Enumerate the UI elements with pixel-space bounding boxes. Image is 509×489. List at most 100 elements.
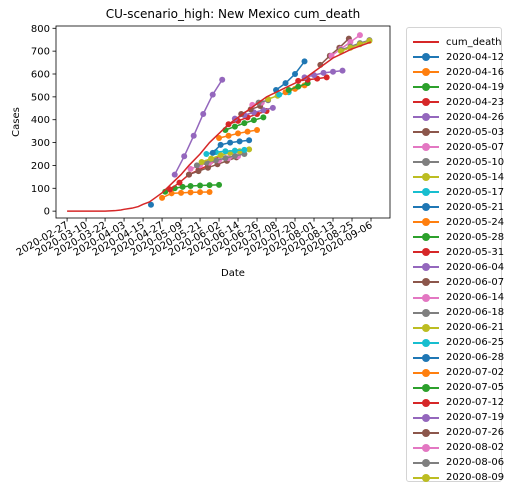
forecast-series-2020-05-28 xyxy=(222,114,267,133)
series-layer xyxy=(67,32,373,212)
legend-label: 2020-06-18 xyxy=(446,307,505,319)
y-tick-label: 200 xyxy=(31,161,50,172)
legend-swatch xyxy=(413,51,439,63)
data-point xyxy=(246,146,253,153)
series-line xyxy=(340,40,370,52)
forecast-series-2020-05-24 xyxy=(216,127,261,141)
legend-item: 2020-07-05 xyxy=(413,380,504,396)
legend-swatch xyxy=(413,111,439,123)
data-point xyxy=(285,87,292,93)
legend-item: 2020-08-02 xyxy=(413,440,504,456)
data-point xyxy=(222,148,229,155)
y-tick-label: 100 xyxy=(31,184,50,195)
legend-swatch xyxy=(413,246,439,258)
data-point xyxy=(166,186,173,193)
data-point xyxy=(187,189,194,196)
data-point xyxy=(292,71,299,77)
series-line xyxy=(298,76,327,82)
legend-item: cum_death xyxy=(413,34,501,50)
data-point xyxy=(241,151,248,157)
data-point xyxy=(219,76,226,83)
data-point xyxy=(178,189,185,196)
data-point xyxy=(260,114,267,121)
legend-swatch xyxy=(413,412,439,424)
legend-label: 2020-06-04 xyxy=(446,261,505,273)
legend-swatch xyxy=(413,397,439,409)
data-point xyxy=(197,189,204,196)
legend-swatch xyxy=(413,367,439,379)
legend-label: 2020-07-05 xyxy=(446,382,505,394)
legend-label: 2020-05-24 xyxy=(446,216,505,228)
data-point xyxy=(231,152,238,159)
series-line xyxy=(319,38,350,66)
legend-item: 2020-06-21 xyxy=(413,320,504,336)
legend-swatch xyxy=(413,352,439,364)
legend-swatch xyxy=(413,156,439,168)
legend-swatch xyxy=(413,442,439,454)
x-axis-label: Date xyxy=(221,268,245,279)
y-tick-label: 0 xyxy=(44,207,50,218)
data-point xyxy=(222,155,229,162)
data-point xyxy=(209,91,216,98)
legend-label: 2020-05-07 xyxy=(446,141,505,153)
forecast-series-2020-04-26 xyxy=(171,76,226,178)
forecast-series-2020-04-19 xyxy=(162,181,223,195)
legend-item: 2020-04-19 xyxy=(413,79,504,95)
legend-label: 2020-06-28 xyxy=(446,352,505,364)
data-point xyxy=(206,182,213,189)
legend-item: 2020-08-09 xyxy=(413,470,504,486)
legend-label: 2020-08-02 xyxy=(446,442,505,454)
legend-label: 2020-04-19 xyxy=(446,81,505,93)
legend-item: 2020-05-21 xyxy=(413,199,504,215)
y-tick-label: 300 xyxy=(31,138,50,149)
legend-swatch xyxy=(413,427,439,439)
data-point xyxy=(236,138,243,145)
legend-item: 2020-05-10 xyxy=(413,154,504,170)
data-point xyxy=(246,137,253,144)
data-point xyxy=(339,67,346,74)
legend-item: 2020-07-12 xyxy=(413,395,504,411)
data-point xyxy=(301,58,308,65)
data-point xyxy=(200,111,207,117)
data-point xyxy=(203,151,210,157)
legend-item: 2020-04-12 xyxy=(413,49,504,65)
legend: cum_death 2020-04-12 2020-04-16 2020-04-19 2… xyxy=(406,27,505,483)
legend-swatch xyxy=(413,292,439,304)
legend-swatch xyxy=(413,201,439,213)
data-point xyxy=(206,188,213,195)
data-point xyxy=(260,107,267,114)
data-point xyxy=(159,194,166,201)
legend-label: 2020-07-26 xyxy=(446,427,505,439)
legend-item: 2020-06-18 xyxy=(413,305,504,321)
legend-swatch xyxy=(413,276,439,288)
data-point xyxy=(187,183,194,189)
legend-label: 2020-06-21 xyxy=(446,322,505,334)
data-point xyxy=(216,181,223,188)
data-point xyxy=(217,152,224,159)
data-point xyxy=(197,182,204,189)
legend-swatch xyxy=(413,261,439,273)
data-point xyxy=(147,201,154,208)
data-point xyxy=(204,164,211,171)
legend-item: 2020-05-14 xyxy=(413,169,504,185)
legend-label: 2020-04-23 xyxy=(446,96,505,108)
data-point xyxy=(195,168,202,175)
data-point xyxy=(330,68,337,75)
legend-swatch xyxy=(413,171,439,183)
legend-swatch xyxy=(413,337,439,349)
legend-label: 2020-06-25 xyxy=(446,337,505,349)
legend-item: 2020-06-25 xyxy=(413,335,504,351)
legend-label: 2020-04-16 xyxy=(446,66,505,78)
legend-item: 2020-08-06 xyxy=(413,455,504,471)
forecast-series-2020-08-09 xyxy=(337,37,373,55)
data-point xyxy=(208,155,215,162)
data-point xyxy=(347,39,354,45)
y-tick-label: 600 xyxy=(31,70,50,81)
y-tick-label: 400 xyxy=(31,115,50,126)
data-point xyxy=(231,147,238,154)
legend-swatch xyxy=(413,472,439,484)
data-point xyxy=(193,162,200,169)
legend-label: 2020-06-14 xyxy=(446,292,505,303)
observed-line-cum-death xyxy=(67,41,372,212)
